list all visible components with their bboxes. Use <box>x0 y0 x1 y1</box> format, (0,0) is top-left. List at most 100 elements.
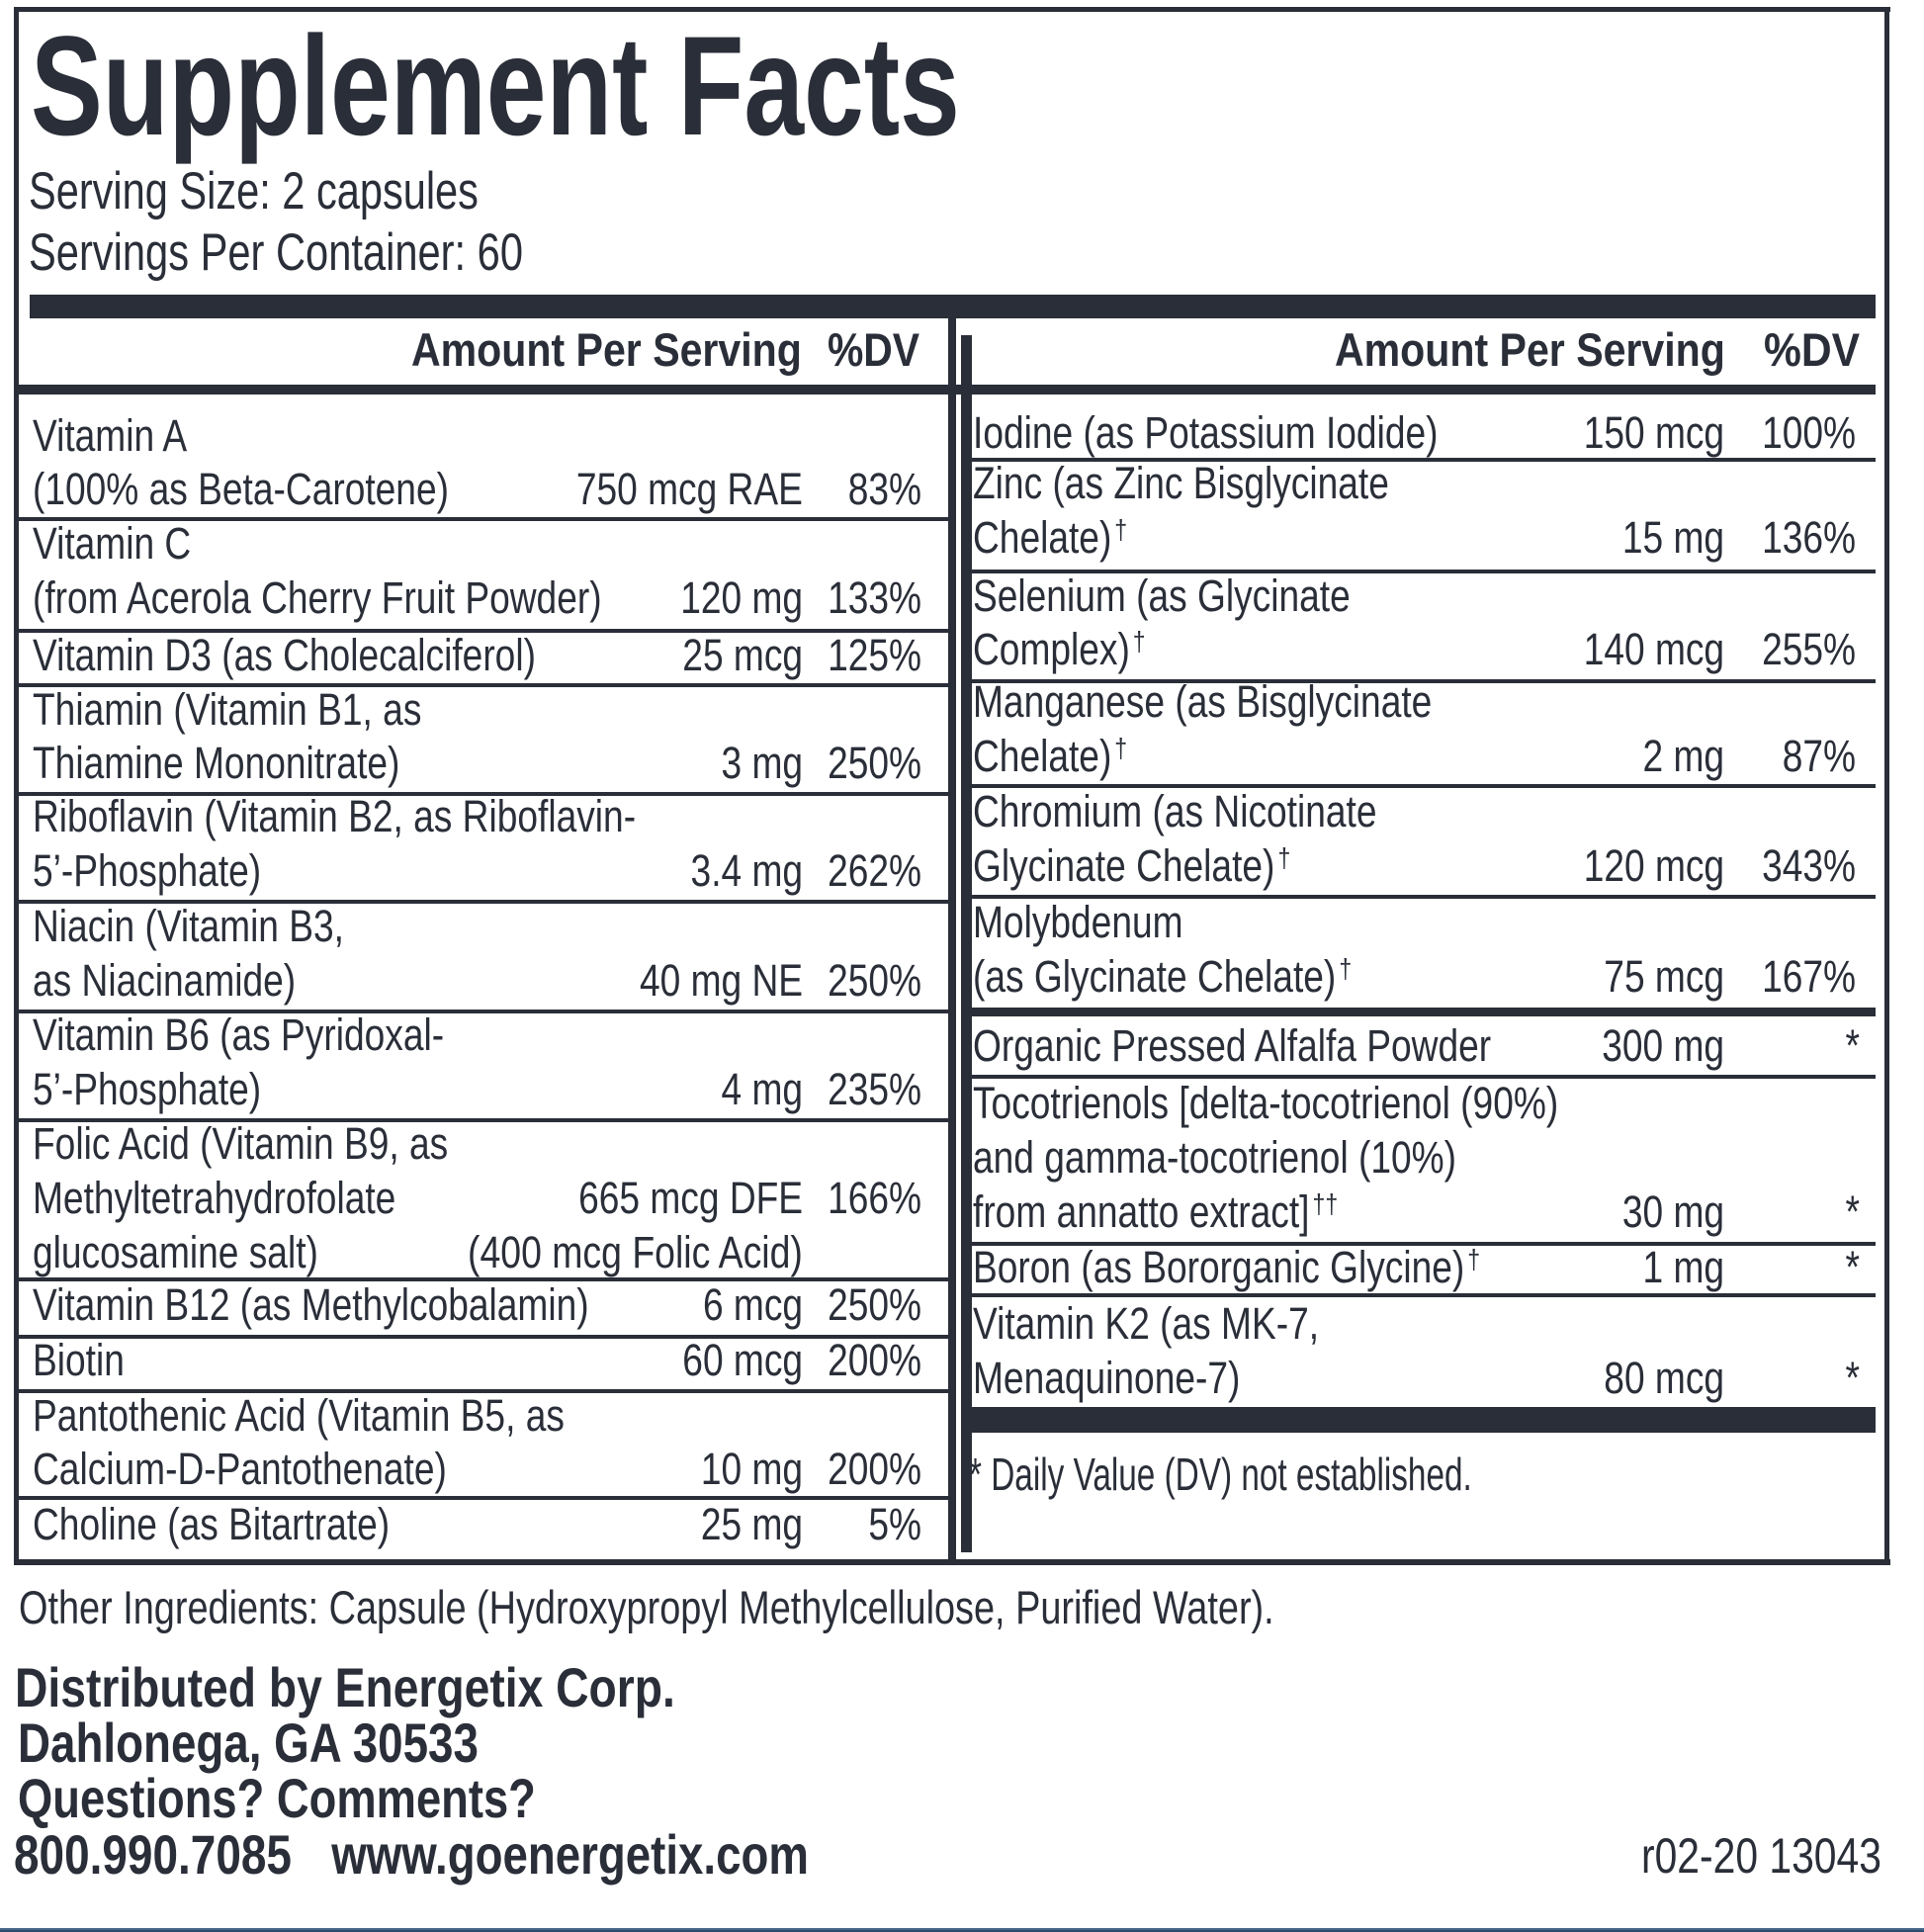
svg-text:166%: 166% <box>828 1174 921 1223</box>
svg-text:Pantothenic Acid (Vitamin B5,: Pantothenic Acid (Vitamin B5, as <box>33 1391 565 1441</box>
svg-text:25 mg: 25 mg <box>701 1500 803 1549</box>
svg-text:*: * <box>1846 1021 1860 1071</box>
svg-text:Zinc (as Zinc Bisglycinate: Zinc (as Zinc Bisglycinate <box>973 459 1389 508</box>
svg-text:100%: 100% <box>1762 408 1856 458</box>
svg-text:5%: 5% <box>868 1500 921 1549</box>
svg-text:†: † <box>1467 1245 1480 1275</box>
svg-text:(100% as Beta-Carotene): (100% as Beta-Carotene) <box>33 465 449 514</box>
svg-text:800.990.7085: 800.990.7085 <box>14 1824 292 1886</box>
svg-text:250%: 250% <box>828 739 921 788</box>
svg-text:255%: 255% <box>1762 625 1856 674</box>
svg-text:Folic Acid (Vitamin B9, as: Folic Acid (Vitamin B9, as <box>33 1119 448 1169</box>
svg-text:Thiamine Mononitrate): Thiamine Mononitrate) <box>33 739 399 788</box>
svg-text:300 mg: 300 mg <box>1602 1021 1724 1071</box>
svg-text:Choline (as Bitartrate): Choline (as Bitartrate) <box>33 1500 390 1549</box>
svg-text:4 mg: 4 mg <box>722 1065 804 1114</box>
svg-text:††: †† <box>1313 1189 1339 1220</box>
svg-text:Methyltetrahydrofolate: Methyltetrahydrofolate <box>33 1174 395 1223</box>
svg-text:150 mcg: 150 mcg <box>1584 408 1724 458</box>
svg-text:(from Acerola Cherry Fruit Pow: (from Acerola Cherry Fruit Powder) <box>33 573 602 623</box>
svg-text:Distributed by Energetix Corp.: Distributed by Energetix Corp. <box>15 1657 675 1718</box>
svg-text:Vitamin B6 (as Pyridoxal-: Vitamin B6 (as Pyridoxal- <box>33 1010 444 1060</box>
svg-text:Organic Pressed Alfalfa Powder: Organic Pressed Alfalfa Powder <box>973 1021 1491 1071</box>
svg-text:136%: 136% <box>1762 513 1856 563</box>
svg-text:Chromium (as Nicotinate: Chromium (as Nicotinate <box>973 787 1377 836</box>
svg-text:120 mcg: 120 mcg <box>1584 841 1724 891</box>
svg-text:Niacin (Vitamin B3,: Niacin (Vitamin B3, <box>33 902 344 951</box>
svg-text:Vitamin A: Vitamin A <box>33 411 188 461</box>
svg-text:(400 mcg Folic Acid): (400 mcg Folic Acid) <box>468 1228 803 1277</box>
svg-text:3.4 mg: 3.4 mg <box>691 846 803 896</box>
svg-text:Questions? Comments?: Questions? Comments? <box>18 1767 536 1829</box>
svg-text:125%: 125% <box>828 631 921 680</box>
svg-text:Vitamin K2 (as MK-7,: Vitamin K2 (as MK-7, <box>973 1299 1319 1349</box>
svg-text:Biotin: Biotin <box>33 1336 125 1385</box>
svg-text:Chelate): Chelate) <box>973 513 1111 563</box>
svg-text:15 mg: 15 mg <box>1622 513 1724 563</box>
svg-text:Serving Size: 2 capsules: Serving Size: 2 capsules <box>29 162 479 220</box>
svg-text:Calcium-D-Pantothenate): Calcium-D-Pantothenate) <box>33 1445 447 1494</box>
svg-text:343%: 343% <box>1762 841 1856 891</box>
svg-text:Molybdenum: Molybdenum <box>973 898 1183 947</box>
svg-text:Tocotrienols [delta-tocotrieno: Tocotrienols [delta-tocotrienol (90%) <box>973 1079 1558 1128</box>
svg-text:250%: 250% <box>828 1280 921 1330</box>
svg-text:1 mg: 1 mg <box>1643 1243 1725 1292</box>
svg-text:120 mg: 120 mg <box>680 573 803 623</box>
svg-text:†: † <box>1114 515 1127 546</box>
svg-text:3 mg: 3 mg <box>722 739 804 788</box>
svg-text:www.goenergetix.com: www.goenergetix.com <box>330 1824 809 1886</box>
svg-text:*: * <box>1846 1243 1860 1292</box>
svg-text:and gamma-tocotrienol (10%): and gamma-tocotrienol (10%) <box>973 1133 1456 1183</box>
svg-text:Complex): Complex) <box>973 625 1130 674</box>
svg-text:Chelate): Chelate) <box>973 732 1111 781</box>
svg-text:25 mcg: 25 mcg <box>682 631 803 680</box>
svg-text:%DV: %DV <box>828 324 920 376</box>
svg-text:†: † <box>1133 627 1146 658</box>
svg-text:*: * <box>1846 1354 1860 1403</box>
svg-text:83%: 83% <box>848 465 921 514</box>
svg-text:6 mcg: 6 mcg <box>703 1280 803 1330</box>
svg-text:* Daily Value (DV) not establi: * Daily Value (DV) not established. <box>969 1449 1472 1501</box>
svg-text:75 mcg: 75 mcg <box>1604 952 1724 1002</box>
svg-text:Boron (as Bororganic Glycine): Boron (as Bororganic Glycine) <box>973 1243 1464 1292</box>
svg-text:Iodine (as Potassium Iodide): Iodine (as Potassium Iodide) <box>973 408 1438 458</box>
svg-text:Dahlonega, GA 30533: Dahlonega, GA 30533 <box>18 1712 479 1774</box>
svg-text:262%: 262% <box>828 846 921 896</box>
svg-text:30 mg: 30 mg <box>1622 1187 1724 1237</box>
svg-text:Other Ingredients: Capsule (Hy: Other Ingredients: Capsule (Hydroxypropy… <box>19 1582 1274 1634</box>
svg-text:†: † <box>1339 954 1352 985</box>
svg-text:%DV: %DV <box>1764 323 1860 376</box>
svg-text:from annatto extract]: from annatto extract] <box>973 1187 1309 1237</box>
svg-text:Vitamin C: Vitamin C <box>33 519 191 569</box>
svg-text:Vitamin D3 (as Cholecalciferol: Vitamin D3 (as Cholecalciferol) <box>33 631 536 680</box>
svg-text:Amount Per Serving: Amount Per Serving <box>411 324 802 376</box>
svg-text:Riboflavin (Vitamin B2, as Rib: Riboflavin (Vitamin B2, as Riboflavin- <box>33 792 636 841</box>
svg-text:Amount Per Serving: Amount Per Serving <box>1335 324 1725 376</box>
svg-text:750 mcg RAE: 750 mcg RAE <box>576 465 803 514</box>
svg-text:as Niacinamide): as Niacinamide) <box>33 956 296 1006</box>
svg-text:glucosamine salt): glucosamine salt) <box>33 1228 318 1277</box>
svg-text:Servings Per Container: 60: Servings Per Container: 60 <box>29 223 523 282</box>
svg-text:60 mcg: 60 mcg <box>682 1336 803 1385</box>
svg-text:†: † <box>1114 734 1127 764</box>
svg-text:Selenium (as Glycinate: Selenium (as Glycinate <box>973 571 1351 621</box>
svg-text:200%: 200% <box>828 1336 921 1385</box>
svg-text:140 mcg: 140 mcg <box>1584 625 1724 674</box>
svg-text:133%: 133% <box>828 573 921 623</box>
svg-text:2 mg: 2 mg <box>1643 732 1725 781</box>
svg-text:235%: 235% <box>828 1065 921 1114</box>
svg-text:Glycinate Chelate): Glycinate Chelate) <box>973 841 1274 891</box>
svg-text:250%: 250% <box>828 956 921 1006</box>
svg-text:5’-Phosphate): 5’-Phosphate) <box>33 846 261 896</box>
svg-text:Manganese (as Bisglycinate: Manganese (as Bisglycinate <box>973 677 1432 727</box>
svg-text:200%: 200% <box>828 1445 921 1494</box>
svg-text:Menaquinone-7): Menaquinone-7) <box>973 1354 1240 1403</box>
svg-text:Vitamin B12 (as Methylcobalami: Vitamin B12 (as Methylcobalamin) <box>33 1280 589 1330</box>
svg-text:665 mcg DFE: 665 mcg DFE <box>578 1174 803 1223</box>
svg-text:5’-Phosphate): 5’-Phosphate) <box>33 1065 261 1114</box>
svg-text:Supplement Facts: Supplement Facts <box>31 7 960 165</box>
svg-text:†: † <box>1277 843 1290 874</box>
svg-text:167%: 167% <box>1762 952 1856 1002</box>
svg-text:87%: 87% <box>1783 732 1856 781</box>
svg-text:*: * <box>1846 1187 1860 1237</box>
